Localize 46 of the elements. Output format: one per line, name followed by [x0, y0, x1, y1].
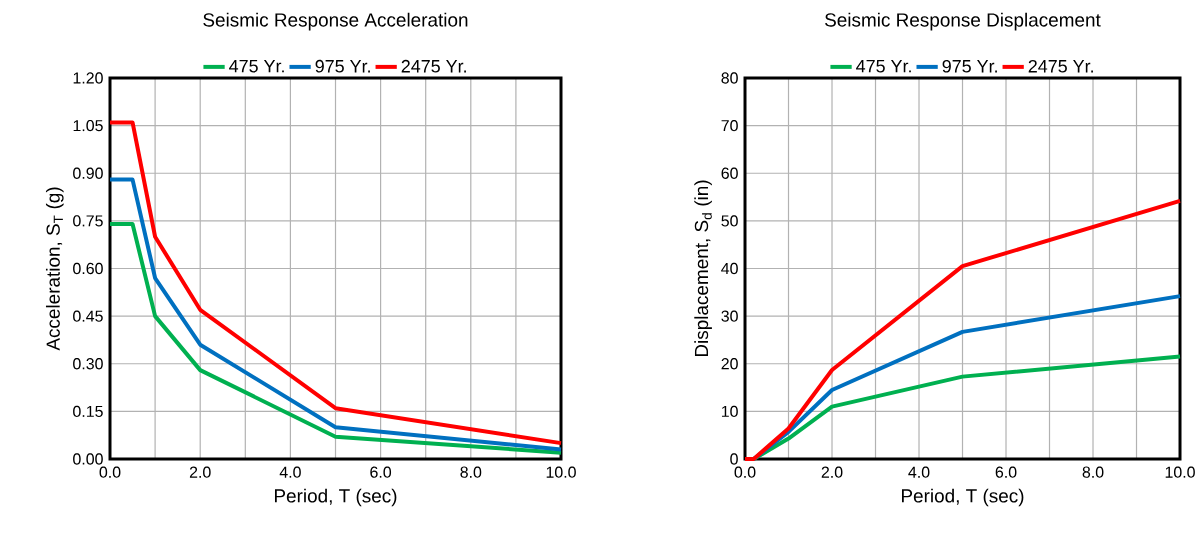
- x-tick-label: 4.0: [908, 466, 930, 478]
- line-series: [108, 120, 563, 446]
- y-tick-label: 40: [721, 262, 738, 275]
- x-tick-label: 2.0: [821, 466, 843, 478]
- y-tick-label: 50: [721, 215, 738, 227]
- legend-label: 975 Yr.: [315, 59, 370, 73]
- line-series: [108, 177, 563, 452]
- y-tick-label: 0: [730, 453, 738, 465]
- y-axis-title: Displacement, S$_{d}$ (in): [694, 180, 712, 357]
- legend-label: 2475 Yr.: [401, 59, 466, 73]
- x-axis-title: Period, T (sec): [274, 488, 397, 507]
- y-tick-label: 0.75: [73, 215, 103, 227]
- line-series: [108, 222, 563, 455]
- legend-label: 475 Yr.: [856, 59, 911, 73]
- x-tick-label: 6.0: [370, 466, 392, 478]
- legend-label: 2475 Yr.: [1028, 59, 1093, 73]
- x-tick-label: 10.0: [1165, 466, 1195, 478]
- y-tick-label: 60: [721, 167, 738, 179]
- y-tick-label: 0.00: [73, 453, 103, 465]
- y-tick-label: 1.05: [73, 119, 103, 132]
- chart-title: Seismic Response Acceleration: [203, 12, 468, 31]
- line-series: [743, 198, 1183, 461]
- y-tick-label: 1.20: [73, 72, 103, 84]
- y-tick-label: 80: [721, 72, 738, 84]
- legend-label: 975 Yr.: [942, 59, 997, 73]
- x-axis-title: Period, T (sec): [902, 488, 1024, 507]
- y-tick-label: 10: [721, 405, 738, 418]
- x-tick-label: 8.0: [460, 466, 482, 478]
- y-tick-label: 0.45: [73, 310, 103, 322]
- x-tick-label: 10.0: [546, 466, 576, 478]
- legend-label: 475 Yr.: [229, 59, 284, 73]
- x-tick-label: 0.0: [734, 466, 756, 478]
- y-tick-label: 0.90: [73, 167, 103, 179]
- y-tick-label: 0.15: [73, 405, 103, 418]
- x-tick-label: 6.0: [995, 466, 1017, 478]
- x-tick-label: 8.0: [1082, 466, 1104, 478]
- y-tick-label: 0.60: [73, 262, 103, 275]
- chart-title: Seismic Response Displacement: [825, 12, 1101, 31]
- y-tick-label: 70: [721, 119, 738, 132]
- y-axis-title: Acceleration, S$_{T}$ (g): [45, 187, 64, 351]
- x-tick-label: 0.0: [99, 466, 121, 478]
- y-tick-label: 20: [721, 358, 738, 370]
- x-tick-label: 4.0: [279, 466, 301, 478]
- x-tick-label: 2.0: [189, 466, 211, 478]
- y-tick-label: 0.30: [73, 358, 103, 370]
- y-tick-label: 30: [721, 310, 738, 322]
